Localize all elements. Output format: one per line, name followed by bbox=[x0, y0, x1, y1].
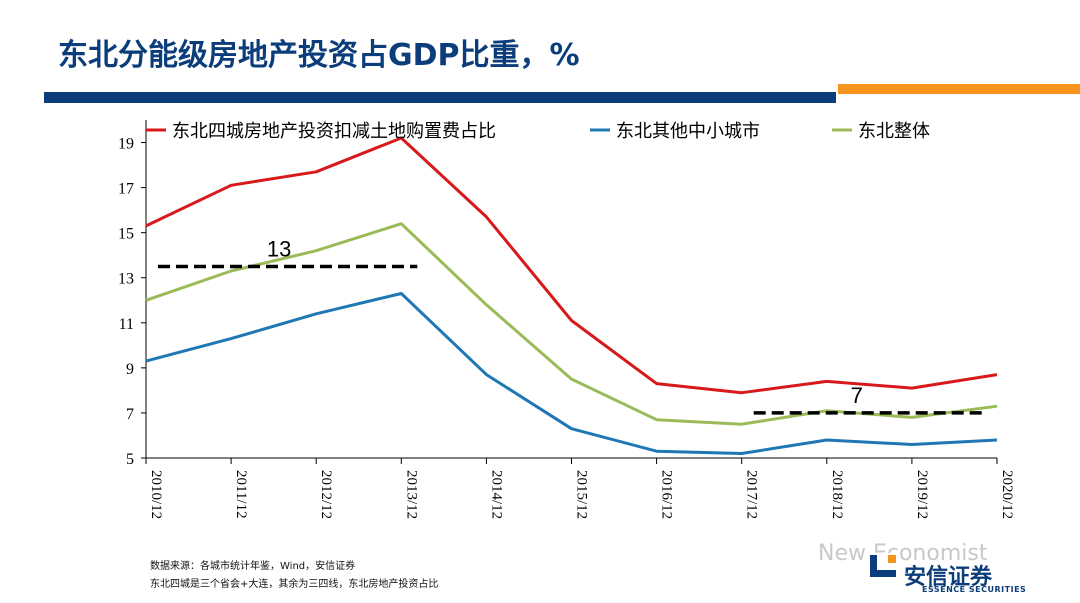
x-tick-label: 2011/12 bbox=[233, 470, 249, 519]
legend-label-1: 东北四城房地产投资扣减土地购置费占比 bbox=[172, 121, 496, 142]
y-tick-label: 19 bbox=[118, 136, 134, 153]
x-tick-label: 2017/12 bbox=[744, 470, 760, 519]
footnote-note: 东北四城是三个省会+大连，其余为三四线，东北房地产投资占比 bbox=[150, 579, 439, 590]
reference-label-13: 13 bbox=[267, 236, 291, 261]
y-tick-label: 15 bbox=[118, 226, 134, 243]
series-line-2 bbox=[145, 292, 998, 455]
page-title: 东北分能级房地产投资占GDP比重，% bbox=[58, 38, 580, 73]
x-tick-label: 2019/12 bbox=[914, 470, 930, 519]
header-rule-blue bbox=[44, 92, 836, 103]
logo-english-name: ESSENCE SECURITIES bbox=[922, 585, 1027, 594]
x-tick-label: 2010/12 bbox=[148, 470, 164, 519]
y-tick-label: 17 bbox=[118, 181, 134, 198]
logo-chinese-name: 安信证券 bbox=[904, 565, 993, 590]
x-tick-label: 2018/12 bbox=[829, 470, 845, 519]
x-tick-label: 2015/12 bbox=[574, 470, 590, 519]
x-tick-label: 2014/12 bbox=[488, 470, 504, 519]
y-tick-label: 9 bbox=[126, 361, 134, 378]
y-tick-label: 11 bbox=[119, 316, 134, 333]
legend-label-3: 东北整体 bbox=[858, 121, 930, 142]
essence-logo-icon bbox=[868, 553, 898, 579]
reference-label-7: 7 bbox=[851, 383, 863, 408]
legend-label-2: 东北其他中小城市 bbox=[616, 121, 760, 142]
x-tick-label: 2016/12 bbox=[659, 470, 675, 519]
series-line-1 bbox=[145, 136, 998, 395]
y-tick-label: 5 bbox=[126, 451, 134, 468]
x-tick-label: 2013/12 bbox=[403, 470, 419, 519]
y-tick-label: 7 bbox=[126, 406, 134, 423]
watermark-text: New Economist bbox=[818, 541, 988, 566]
header-rule-orange bbox=[838, 84, 1080, 94]
x-tick-label: 2012/12 bbox=[318, 470, 334, 519]
x-tick-label: 2020/12 bbox=[999, 470, 1015, 519]
footnote-source: 数据来源：各城市统计年鉴，Wind，安信证券 bbox=[150, 561, 356, 572]
y-tick-label: 13 bbox=[118, 271, 134, 288]
